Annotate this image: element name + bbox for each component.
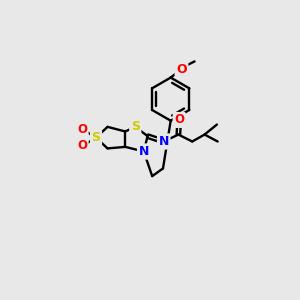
Text: N: N	[139, 145, 149, 158]
Text: O: O	[77, 139, 87, 152]
Text: N: N	[159, 135, 169, 148]
Text: O: O	[174, 113, 184, 126]
Text: S: S	[92, 131, 100, 144]
Text: O: O	[176, 63, 187, 76]
Text: O: O	[77, 123, 87, 136]
Text: S: S	[131, 120, 140, 134]
